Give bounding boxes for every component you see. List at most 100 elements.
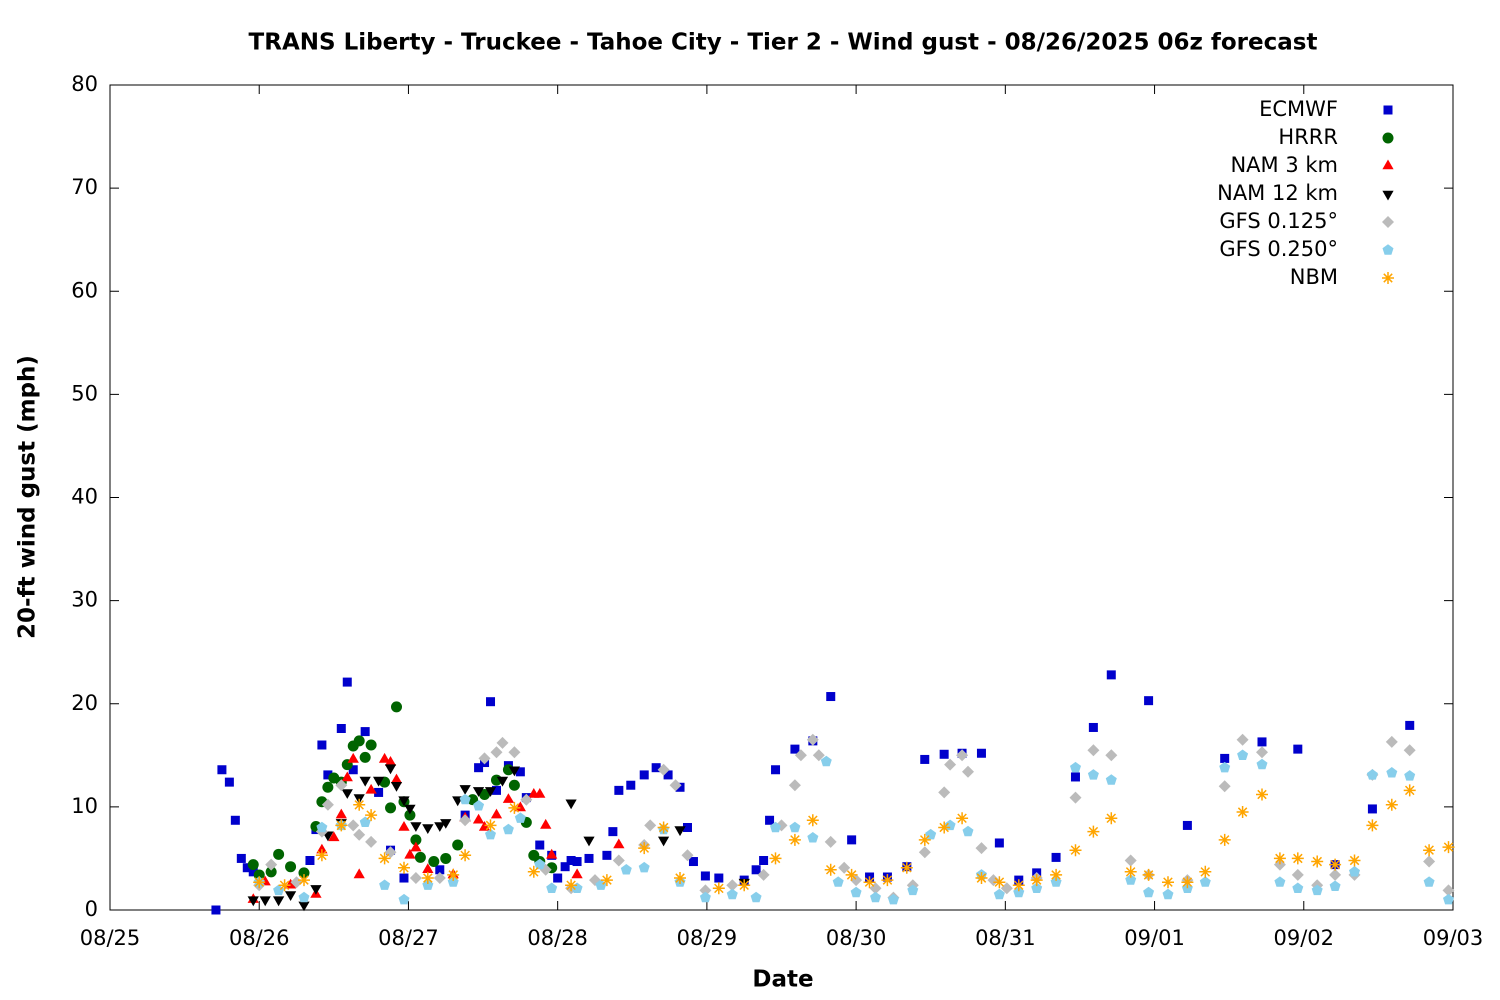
point (675, 782, 685, 792)
point (248, 867, 258, 877)
point (473, 800, 485, 811)
point (546, 848, 558, 859)
point (347, 752, 359, 763)
point (920, 754, 930, 764)
point (284, 891, 297, 901)
point (435, 865, 445, 875)
x-tick-label: 09/01 (1124, 926, 1185, 950)
point (422, 824, 434, 834)
chart-title: TRANS Liberty - Truckee - Tahoe City - T… (249, 30, 1318, 56)
point (474, 763, 484, 773)
point (508, 766, 520, 777)
point (520, 793, 533, 806)
point (404, 809, 416, 821)
point (832, 876, 844, 887)
point (1069, 791, 1082, 804)
point (699, 891, 711, 903)
point (359, 751, 371, 763)
point (1329, 880, 1341, 891)
point (434, 822, 446, 832)
point (247, 859, 259, 871)
point (553, 873, 563, 883)
legend-label: NAM 12 km (1217, 181, 1338, 205)
point (385, 802, 397, 814)
point (1311, 884, 1323, 896)
point (1087, 744, 1100, 757)
x-tick-label: 08/29 (677, 926, 738, 950)
point (253, 876, 266, 889)
point (546, 882, 558, 893)
point (613, 838, 625, 849)
point (508, 746, 521, 759)
point (502, 823, 514, 835)
point (900, 861, 913, 874)
point (1012, 879, 1025, 892)
point (807, 832, 819, 843)
point (534, 858, 546, 870)
point (472, 813, 485, 824)
point (322, 781, 334, 793)
point (484, 787, 497, 797)
point (459, 793, 471, 805)
point (1423, 844, 1436, 857)
point (674, 872, 686, 884)
point (348, 765, 358, 775)
point (682, 823, 692, 832)
point (335, 819, 348, 832)
point (769, 852, 782, 865)
point (259, 896, 271, 907)
point (1293, 744, 1303, 754)
point (806, 814, 819, 827)
point (353, 868, 365, 879)
point (651, 763, 661, 773)
point (323, 770, 333, 780)
point (298, 867, 310, 879)
point (626, 780, 636, 790)
y-tick-label: 40 (71, 485, 98, 509)
point (1292, 882, 1304, 893)
point (1105, 812, 1118, 825)
point (399, 873, 409, 883)
point (535, 840, 545, 850)
point (644, 819, 657, 832)
point (674, 826, 686, 837)
point (365, 835, 378, 848)
point (224, 777, 234, 787)
point (1105, 749, 1118, 762)
point (328, 831, 340, 842)
point (938, 786, 951, 799)
point (1366, 819, 1379, 832)
point (1329, 858, 1342, 871)
point (365, 809, 378, 822)
y-tick-label: 80 (71, 72, 98, 96)
point (1162, 888, 1174, 900)
point (608, 827, 618, 837)
point (850, 886, 862, 898)
point (459, 814, 472, 827)
point (433, 872, 446, 884)
point (681, 849, 694, 862)
point (365, 783, 377, 794)
point (583, 836, 595, 847)
point (422, 863, 434, 873)
point (845, 868, 858, 881)
point (794, 749, 807, 762)
point (1070, 772, 1080, 782)
point (365, 739, 377, 751)
point (1218, 833, 1231, 846)
point (956, 812, 969, 825)
point (1182, 820, 1192, 830)
point (515, 767, 525, 777)
point (1050, 868, 1063, 881)
point (669, 779, 682, 792)
y-tick-label: 30 (71, 588, 98, 612)
point (1237, 749, 1249, 760)
x-tick-label: 08/26 (229, 926, 290, 950)
point (373, 776, 385, 787)
point (265, 866, 277, 878)
point (765, 815, 775, 825)
point (566, 856, 576, 865)
point (273, 848, 285, 860)
point (838, 861, 851, 874)
